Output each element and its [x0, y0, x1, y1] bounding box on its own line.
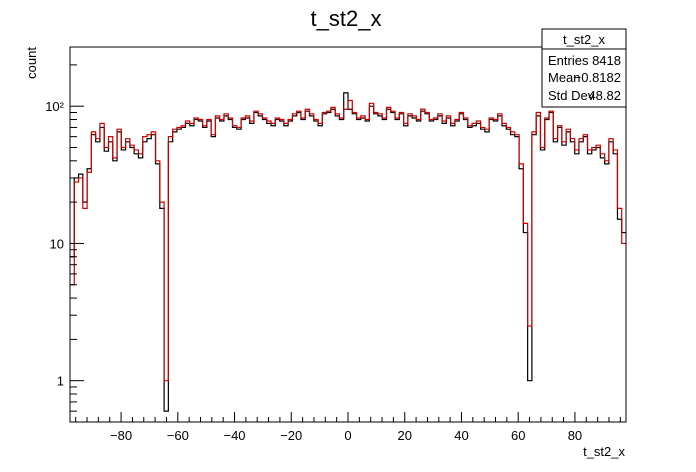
stats-stddev-value: 48.82 [588, 88, 621, 103]
x-tick-label: 20 [398, 428, 412, 443]
stats-mean-value: −0.8182 [574, 70, 621, 85]
stats-mean-label: Mean [548, 70, 581, 85]
y-tick-label: 10 [50, 236, 64, 251]
ticks-layer: −80 −60 −40 −20 0 20 40 60 80 1 10 10² [45, 64, 621, 443]
x-tick-label: 60 [511, 428, 525, 443]
x-tick-label: 40 [454, 428, 468, 443]
x-axis-label: t_st2_x [583, 444, 625, 459]
x-tick-label: 0 [344, 428, 351, 443]
x-tick-label: −60 [167, 428, 189, 443]
stats-box: t_st2_x Entries 8418 Mean −0.8182 Std De… [541, 28, 627, 108]
series-layer [70, 92, 626, 412]
series-1-line [70, 92, 626, 412]
x-tick-label: −40 [223, 428, 245, 443]
chart-title: t_st2_x [311, 6, 382, 31]
x-tick-label: −20 [280, 428, 302, 443]
y-tick-label: 1 [57, 374, 64, 389]
y-axis-label: count [24, 47, 39, 79]
stats-entries-value: 8418 [592, 53, 621, 68]
stats-box-frame [541, 28, 627, 108]
y-tick-label: 10² [45, 99, 64, 114]
x-tick-label: −80 [110, 428, 132, 443]
stats-entries-label: Entries [548, 53, 589, 68]
stats-stddev-label: Std Dev [548, 88, 595, 103]
series-2-line [70, 99, 626, 382]
stats-title: t_st2_x [563, 32, 605, 47]
x-tick-label: 80 [568, 428, 582, 443]
